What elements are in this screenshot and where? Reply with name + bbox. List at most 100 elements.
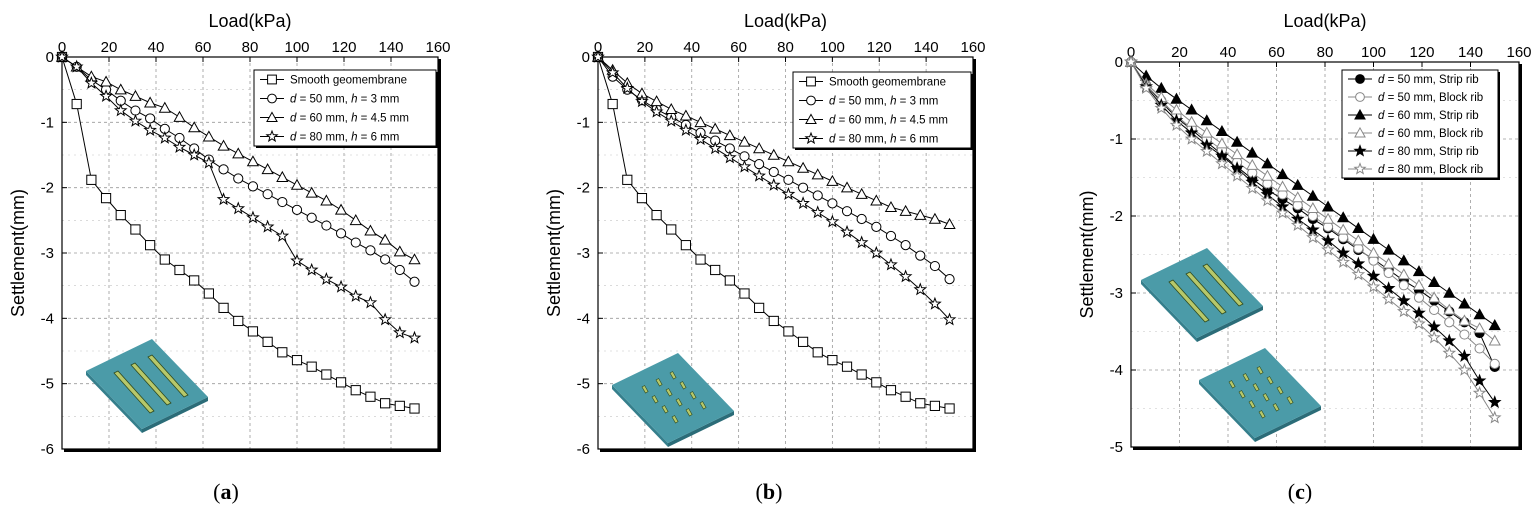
data-point — [943, 217, 956, 229]
inset-strip-rib — [1202, 263, 1244, 307]
data-point — [1427, 275, 1441, 287]
data-point — [174, 264, 185, 276]
data-point — [1337, 223, 1350, 235]
series-3 — [55, 49, 422, 344]
data-point — [870, 194, 883, 206]
legend-label: d = 80 mm, Strip rib — [1378, 146, 1479, 158]
series-0 — [592, 51, 955, 414]
legend-marker — [266, 111, 278, 123]
data-point — [84, 75, 99, 89]
data-point — [334, 279, 348, 293]
data-point — [1351, 256, 1366, 270]
x-tick-label: 120 — [867, 39, 892, 56]
data-point — [783, 174, 794, 185]
data-point — [218, 302, 229, 313]
data-point — [1427, 291, 1441, 303]
data-point — [885, 230, 897, 242]
data-point — [1458, 314, 1471, 326]
x-tick-label: 0 — [1127, 44, 1135, 61]
data-point — [1246, 146, 1259, 158]
data-point — [1381, 291, 1396, 305]
legend-marker — [804, 131, 818, 145]
data-point — [826, 174, 839, 186]
x-tick-label: 20 — [1171, 44, 1188, 61]
x-tick-label: 100 — [820, 39, 845, 56]
data-point — [335, 228, 347, 239]
data-point — [1444, 317, 1455, 328]
data-point — [884, 257, 898, 271]
data-point — [145, 113, 156, 124]
data-point — [218, 164, 229, 175]
data-point — [306, 361, 317, 372]
data-point — [1199, 144, 1214, 158]
inset-block-rib — [679, 381, 687, 390]
data-point — [1412, 278, 1426, 291]
data-point — [173, 110, 186, 122]
data-point — [708, 141, 723, 155]
data-point — [291, 204, 303, 215]
data-point — [1352, 222, 1365, 234]
inset-block-rib — [655, 378, 663, 387]
inset-slab-side — [1199, 380, 1255, 442]
legend: Smooth geomembrane d = 50 mm, h = 3 mm d =… — [253, 69, 438, 148]
data-point — [1215, 156, 1229, 170]
data-point — [260, 219, 275, 233]
y-tick-label: -6 — [577, 441, 590, 458]
data-point — [1230, 135, 1244, 147]
y-tick-label: -1 — [41, 114, 54, 131]
series-3 — [591, 49, 957, 326]
data-point — [1261, 169, 1274, 181]
data-point — [1170, 103, 1183, 115]
data-point — [1306, 230, 1320, 244]
data-point — [409, 403, 420, 414]
data-point — [871, 377, 882, 388]
data-point — [840, 224, 854, 238]
data-point — [1427, 319, 1441, 333]
data-point — [1397, 254, 1410, 266]
data-point — [723, 129, 736, 141]
inset-block-rib — [1266, 376, 1274, 385]
legend-label: d = 80 mm, Block rib — [1378, 164, 1483, 176]
y-tick-label: -4 — [1110, 362, 1123, 379]
y-tick-label: -2 — [577, 180, 590, 197]
x-tick-label: 20 — [101, 39, 118, 56]
data-point — [1398, 280, 1409, 291]
data-point — [622, 174, 633, 185]
data-point — [335, 377, 347, 388]
legend-label: Smooth geomembrane — [290, 75, 407, 87]
legend-marker — [267, 74, 277, 85]
data-point — [827, 355, 838, 366]
data-point — [913, 282, 928, 296]
legend-marker — [265, 129, 279, 143]
data-point — [1412, 316, 1426, 330]
inset-slab-edge — [142, 397, 208, 433]
inset-slab — [1199, 348, 1321, 438]
data-point — [693, 132, 708, 146]
inset-slab-side — [1141, 280, 1197, 342]
data-point — [100, 193, 112, 204]
y-axis-title: Settlement(mm) — [544, 189, 564, 317]
data-point — [86, 174, 97, 185]
data-point — [915, 250, 926, 261]
data-point — [203, 288, 214, 299]
legend-label: d = 80 mm, h = 6 mm — [829, 134, 938, 146]
panel-a: 0 20 40 60 80 100 120 140 160 0 -1 -2 -3 -4 -5 -6 Load(k… — [8, 11, 451, 504]
data-point — [1488, 334, 1501, 346]
legend-label: d = 50 mm, Block rib — [1378, 92, 1483, 104]
inset-block-rib — [699, 401, 707, 410]
data-point — [1442, 333, 1457, 347]
data-point — [158, 101, 171, 113]
y-tick-label: -5 — [1110, 439, 1123, 456]
data-point — [1321, 242, 1335, 256]
inset-block-rib — [1286, 396, 1294, 405]
data-point — [261, 163, 274, 175]
data-point — [1246, 158, 1259, 170]
data-point — [871, 221, 882, 232]
inset-block-rib — [675, 398, 683, 407]
subfigure-label: (c) — [1288, 479, 1312, 504]
y-tick-label: -3 — [1110, 285, 1123, 302]
data-point — [262, 336, 273, 347]
subfigure-label: (b) — [756, 479, 783, 504]
data-point — [1487, 395, 1502, 409]
data-point — [694, 116, 707, 128]
